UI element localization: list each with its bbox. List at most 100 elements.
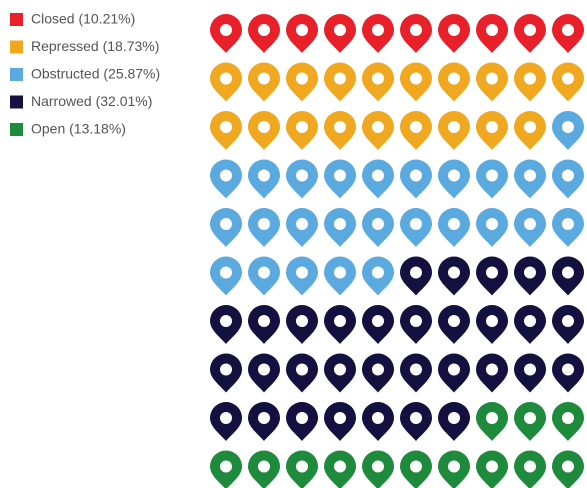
pin-icon xyxy=(210,450,242,488)
legend-swatch xyxy=(10,13,23,26)
pin-hole xyxy=(448,218,460,230)
pin-icon xyxy=(400,305,432,344)
icon-group xyxy=(210,62,584,150)
pin-icon xyxy=(476,402,508,441)
pin-icon xyxy=(400,208,432,247)
pin-hole xyxy=(524,315,536,327)
pin-hole xyxy=(410,218,422,230)
pin-icon xyxy=(552,159,584,199)
pin-icon xyxy=(438,62,470,102)
pin-hole xyxy=(296,412,308,424)
pin-icon xyxy=(210,305,242,344)
pin-hole xyxy=(524,121,536,133)
pin-icon xyxy=(248,402,280,441)
pin-hole xyxy=(562,218,574,230)
pin-icon xyxy=(552,111,584,150)
pin-hole xyxy=(486,412,498,424)
pin-icon xyxy=(514,353,546,393)
pin-icon xyxy=(248,208,280,247)
pin-icon xyxy=(400,62,432,102)
pin-hole xyxy=(296,72,308,85)
pin-icon xyxy=(476,450,508,488)
legend-label: Open (13.18%) xyxy=(31,121,126,137)
pin-hole xyxy=(220,363,232,376)
pin-hole xyxy=(220,24,232,36)
pin-hole xyxy=(448,315,460,327)
pin-icon xyxy=(476,159,508,199)
pin-hole xyxy=(296,315,308,327)
pin-hole xyxy=(372,412,384,424)
pin-hole xyxy=(220,315,232,327)
pin-icon xyxy=(362,305,394,344)
pin-icon xyxy=(476,62,508,102)
pin-hole xyxy=(296,363,308,376)
pin-icon xyxy=(514,62,546,102)
pin-icon xyxy=(210,402,242,441)
pin-hole xyxy=(448,72,460,85)
legend-item: Open (13.18%) xyxy=(10,121,126,137)
pin-hole xyxy=(258,315,270,327)
pin-hole xyxy=(334,218,346,230)
pin-hole xyxy=(562,315,574,327)
pin-hole xyxy=(220,266,232,279)
pin-hole xyxy=(372,169,384,182)
pin-hole xyxy=(524,218,536,230)
pin-hole xyxy=(410,121,422,133)
pin-icon xyxy=(438,353,470,393)
pin-hole xyxy=(410,72,422,85)
pin-hole xyxy=(296,24,308,36)
pin-hole xyxy=(410,169,422,182)
pin-icon xyxy=(514,402,546,441)
pin-icon xyxy=(362,14,394,53)
pin-hole xyxy=(296,121,308,133)
pin-hole xyxy=(258,266,270,279)
pin-hole xyxy=(486,363,498,376)
legend-swatch xyxy=(10,40,23,54)
pin-hole xyxy=(296,460,308,473)
pin-icon xyxy=(552,353,584,393)
pin-icon xyxy=(438,208,470,247)
pin-hole xyxy=(562,169,574,182)
pin-hole xyxy=(334,24,346,36)
pin-hole xyxy=(372,266,384,279)
pin-icon xyxy=(438,305,470,344)
pin-hole xyxy=(258,412,270,424)
pin-hole xyxy=(334,315,346,327)
pin-icon xyxy=(248,305,280,344)
pin-icon xyxy=(210,159,242,199)
pin-hole xyxy=(334,169,346,182)
pin-icon xyxy=(400,450,432,488)
pin-icon xyxy=(552,62,584,102)
pin-icon xyxy=(362,450,394,488)
pin-hole xyxy=(524,72,536,85)
legend-item: Repressed (18.73%) xyxy=(10,38,159,54)
pin-hole xyxy=(372,24,384,36)
pin-icon xyxy=(514,14,546,53)
pin-icon xyxy=(552,208,584,247)
pin-icon xyxy=(210,14,242,53)
pin-hole xyxy=(486,72,498,85)
legend-swatch xyxy=(10,68,23,81)
pin-hole xyxy=(486,218,498,230)
pin-icon xyxy=(438,111,470,150)
pin-icon xyxy=(210,111,242,150)
pin-hole xyxy=(334,121,346,133)
pin-hole xyxy=(296,266,308,279)
pin-hole xyxy=(448,460,460,473)
pin-hole xyxy=(372,363,384,376)
pin-icon xyxy=(210,62,242,102)
pin-icon xyxy=(210,353,242,393)
pin-icon xyxy=(514,305,546,344)
icon-group xyxy=(210,14,584,53)
pin-icon xyxy=(476,14,508,53)
pin-icon xyxy=(552,402,584,441)
icon-group xyxy=(210,111,584,296)
pin-icon xyxy=(476,353,508,393)
pin-hole xyxy=(334,363,346,376)
legend-swatch xyxy=(10,123,23,136)
pin-hole xyxy=(258,24,270,36)
pin-icon xyxy=(362,353,394,393)
pin-hole xyxy=(258,460,270,473)
pin-hole xyxy=(296,169,308,182)
